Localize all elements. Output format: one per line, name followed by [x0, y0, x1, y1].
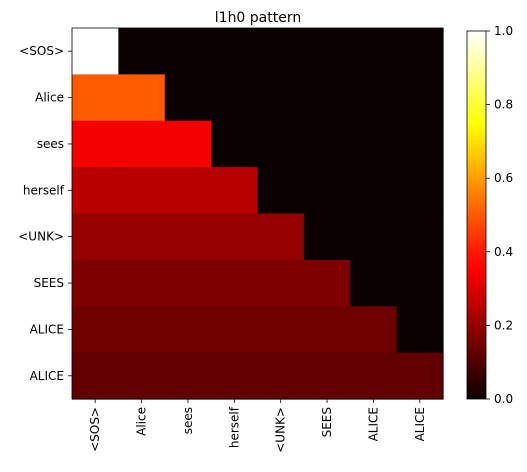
heatmap-cell — [396, 28, 444, 75]
heatmap-cell — [164, 259, 212, 307]
heatmap-cell — [396, 213, 444, 261]
heatmap-cell — [164, 306, 212, 354]
heatmap-cell — [257, 352, 305, 400]
heatmap-cell — [303, 28, 351, 75]
heatmap-cell — [211, 213, 259, 261]
heatmap-cell — [350, 259, 398, 307]
heatmap-cell — [303, 259, 351, 307]
heatmap-cell — [118, 28, 166, 75]
y-tick-label: <SOS> — [19, 44, 64, 58]
heatmap-cell — [72, 28, 119, 75]
heatmap-cell — [257, 74, 305, 122]
heatmap-cell — [72, 306, 119, 354]
heatmap-cell — [350, 306, 398, 354]
heatmap-cell — [303, 306, 351, 354]
x-tick-label: <SOS> — [88, 407, 102, 452]
colorbar-tick-label: 0.2 — [494, 318, 513, 332]
heatmap-cell — [257, 213, 305, 261]
colorbar-ticks: 0.0 0.2 0.4 0.6 0.8 1.0 — [486, 24, 513, 406]
x-tick-label: SEES — [320, 407, 334, 437]
heatmap-cell — [72, 74, 119, 122]
heatmap-cell — [211, 259, 259, 307]
heatmap-cell — [72, 352, 119, 400]
colorbar-tick-label: 0.0 — [494, 392, 513, 406]
chart-title: l1h0 pattern — [215, 10, 301, 26]
heatmap-cell — [303, 352, 351, 400]
heatmap-cell — [72, 259, 119, 307]
heatmap-cell — [396, 120, 444, 168]
heatmap-cell — [396, 352, 444, 400]
heatmap-cell — [350, 352, 398, 400]
colorbar-tick-label: 0.6 — [494, 171, 513, 185]
heatmap-cell — [257, 120, 305, 168]
x-tick-label: sees — [181, 407, 195, 434]
colorbar-tick-label: 0.8 — [494, 98, 513, 112]
heatmap-cell — [396, 167, 444, 215]
y-tick-label: <UNK> — [18, 230, 64, 244]
colorbar: 0.0 0.2 0.4 0.6 0.8 1.0 — [466, 24, 513, 406]
heatmap-cell — [211, 120, 259, 168]
heatmap-cell — [350, 213, 398, 261]
heatmap-cell — [303, 74, 351, 122]
x-tick-label: Alice — [135, 407, 149, 436]
heatmap-cell — [72, 120, 119, 168]
heatmap-cell — [118, 259, 166, 307]
y-tick-label: ALICE — [30, 369, 64, 383]
heatmap-cell — [257, 306, 305, 354]
y-tick-label: Alice — [35, 91, 64, 105]
heatmap-cell — [164, 213, 212, 261]
heatmap-cell — [211, 28, 259, 75]
heatmap-cell — [118, 167, 166, 215]
x-tick-label: <UNK> — [274, 407, 288, 453]
colorbar-tick-label: 1.0 — [494, 24, 513, 38]
heatmap-cell — [211, 352, 259, 400]
heatmap-cell — [72, 213, 119, 261]
heatmap-cell — [118, 74, 166, 122]
heatmap-cell — [211, 74, 259, 122]
heatmap-cell — [118, 352, 166, 400]
heatmap-cell — [257, 167, 305, 215]
y-tick-label: ALICE — [30, 322, 64, 336]
heatmap-cell — [350, 28, 398, 75]
heatmap-cells — [72, 28, 444, 400]
heatmap-cell — [303, 213, 351, 261]
heatmap-cell — [350, 120, 398, 168]
heatmap-cell — [257, 259, 305, 307]
heatmap-cell — [118, 120, 166, 168]
heatmap-cell — [350, 167, 398, 215]
heatmap-cell — [211, 306, 259, 354]
x-axis: <SOS> Alice sees herself <UNK> SEES ALICE ALICE — [88, 399, 427, 453]
y-axis: <SOS> Alice sees herself <UNK> SEES ALICE ALICE — [18, 44, 72, 383]
x-tick-label: ALICE — [413, 407, 427, 441]
x-tick-label: herself — [227, 406, 241, 448]
heatmap-cell — [164, 352, 212, 400]
heatmap-cell — [303, 120, 351, 168]
heatmap-cell — [396, 259, 444, 307]
heatmap-cell — [164, 120, 212, 168]
heatmap-cell — [118, 213, 166, 261]
heatmap-cell — [164, 74, 212, 122]
heatmap-cell — [257, 28, 305, 75]
heatmap-cell — [164, 28, 212, 75]
heatmap-cell — [350, 74, 398, 122]
heatmap-cell — [164, 167, 212, 215]
heatmap-cell — [211, 167, 259, 215]
heatmap-cell — [396, 74, 444, 122]
heatmap-cell — [118, 306, 166, 354]
heatmap-cell — [396, 306, 444, 354]
x-tick-label: ALICE — [366, 407, 380, 441]
y-tick-label: sees — [37, 137, 64, 151]
colorbar-tick-label: 0.4 — [494, 245, 513, 259]
y-tick-label: herself — [23, 183, 65, 197]
heatmap-cell — [72, 167, 119, 215]
plot-frame — [71, 27, 444, 400]
colorbar-gradient — [466, 30, 487, 400]
y-tick-label: SEES — [34, 276, 64, 290]
heatmap-cell — [303, 167, 351, 215]
